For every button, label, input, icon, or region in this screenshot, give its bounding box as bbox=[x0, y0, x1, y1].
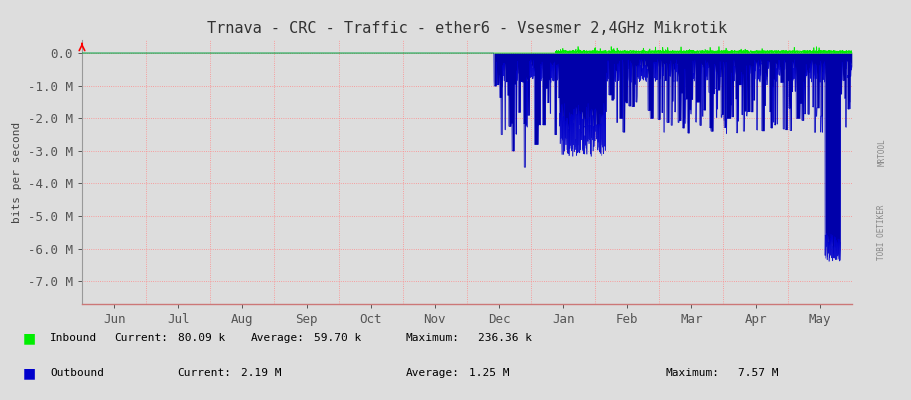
Text: Inbound: Inbound bbox=[50, 333, 97, 343]
Text: MRTOOL: MRTOOL bbox=[877, 138, 886, 166]
Text: 59.70 k: 59.70 k bbox=[314, 333, 362, 343]
Text: 80.09 k: 80.09 k bbox=[178, 333, 225, 343]
Text: ■: ■ bbox=[23, 331, 36, 345]
Text: Average:: Average: bbox=[251, 333, 304, 343]
Text: Maximum:: Maximum: bbox=[405, 333, 459, 343]
Y-axis label: bits per second: bits per second bbox=[13, 121, 23, 223]
Text: 7.57 M: 7.57 M bbox=[738, 368, 778, 378]
Text: 2.19 M: 2.19 M bbox=[241, 368, 281, 378]
Text: 1.25 M: 1.25 M bbox=[469, 368, 509, 378]
Title: Trnava - CRC - Traffic - ether6 - Vsesmer 2,4GHz Mikrotik: Trnava - CRC - Traffic - ether6 - Vsesme… bbox=[207, 21, 727, 36]
Text: Outbound: Outbound bbox=[50, 368, 104, 378]
Text: Current:: Current: bbox=[178, 368, 231, 378]
Text: ■: ■ bbox=[23, 366, 36, 380]
Text: Average:: Average: bbox=[405, 368, 459, 378]
Text: Current:: Current: bbox=[114, 333, 168, 343]
Text: TOBI OETIKER: TOBI OETIKER bbox=[877, 204, 886, 260]
Text: Maximum:: Maximum: bbox=[665, 368, 719, 378]
Text: 236.36 k: 236.36 k bbox=[478, 333, 532, 343]
